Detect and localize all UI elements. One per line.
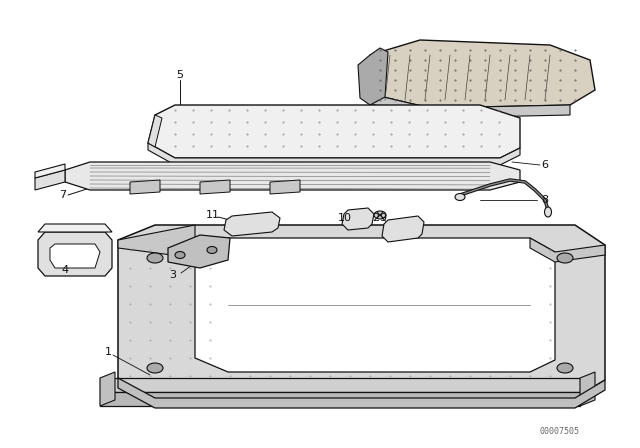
Polygon shape (100, 372, 115, 406)
Polygon shape (358, 48, 388, 105)
Polygon shape (118, 225, 228, 258)
Polygon shape (130, 180, 160, 194)
Polygon shape (168, 235, 230, 268)
Ellipse shape (207, 246, 217, 254)
Ellipse shape (557, 253, 573, 263)
Polygon shape (118, 225, 605, 398)
Ellipse shape (545, 207, 552, 217)
Text: 10: 10 (338, 213, 352, 223)
Text: 4: 4 (61, 265, 68, 275)
Polygon shape (148, 115, 162, 147)
Polygon shape (118, 378, 605, 408)
Polygon shape (35, 164, 65, 178)
Polygon shape (224, 212, 280, 236)
Text: 7: 7 (60, 190, 67, 200)
Ellipse shape (147, 363, 163, 373)
Ellipse shape (175, 251, 185, 258)
Polygon shape (195, 238, 555, 372)
Polygon shape (100, 378, 580, 392)
Polygon shape (580, 372, 595, 406)
Ellipse shape (557, 363, 573, 373)
Polygon shape (200, 180, 230, 194)
Text: 6: 6 (541, 160, 548, 170)
Polygon shape (270, 180, 300, 194)
Polygon shape (38, 224, 112, 232)
Polygon shape (50, 244, 100, 268)
Polygon shape (148, 143, 520, 165)
Polygon shape (370, 40, 595, 108)
Polygon shape (100, 392, 580, 406)
Text: 9: 9 (380, 213, 387, 223)
Ellipse shape (455, 194, 465, 201)
Polygon shape (382, 216, 424, 242)
Polygon shape (65, 162, 520, 190)
Text: 11: 11 (206, 210, 220, 220)
Polygon shape (148, 105, 520, 158)
Polygon shape (38, 232, 112, 276)
Text: 2: 2 (372, 213, 380, 223)
Polygon shape (370, 95, 570, 118)
Ellipse shape (147, 253, 163, 263)
Polygon shape (35, 170, 65, 190)
Polygon shape (342, 208, 374, 230)
Text: 00007505: 00007505 (540, 427, 580, 436)
Text: 1: 1 (104, 347, 111, 357)
Text: 5: 5 (177, 70, 184, 80)
Ellipse shape (374, 211, 386, 219)
Polygon shape (530, 238, 605, 262)
Text: 8: 8 (541, 195, 548, 205)
Text: 3: 3 (170, 270, 177, 280)
